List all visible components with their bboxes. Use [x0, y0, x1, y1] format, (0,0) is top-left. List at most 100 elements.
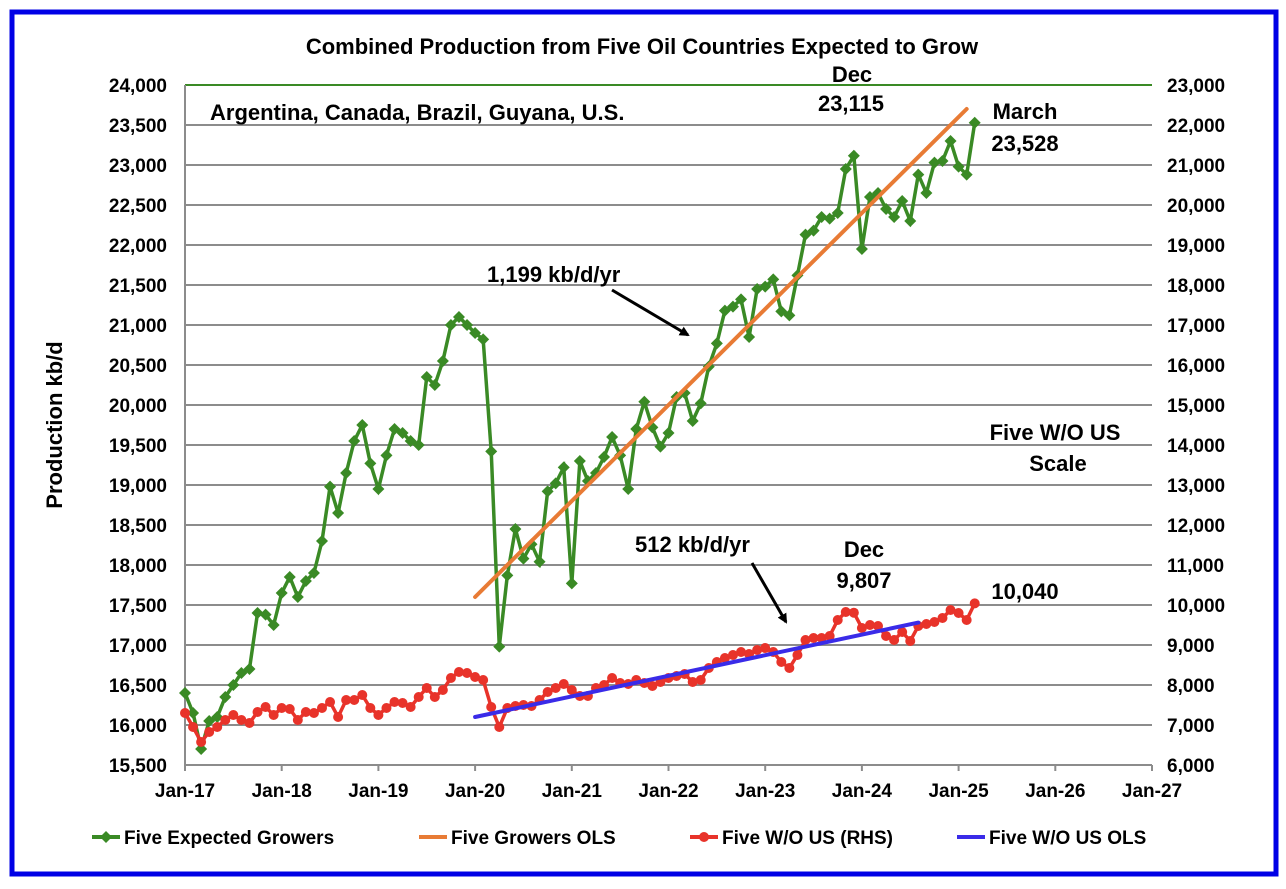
data-point-five-expected-growers: [436, 355, 449, 367]
chart-border: [9, 9, 1279, 877]
data-point-five-w-o-us-rhs: [816, 633, 827, 643]
data-point-five-w-o-us-rhs: [405, 702, 416, 712]
data-point-five-w-o-us-rhs: [180, 708, 190, 718]
data-point-five-w-o-us-rhs: [864, 620, 875, 630]
legend: Five Expected Growers Five Growers OLS Fiv…: [92, 828, 1146, 849]
y2-tick-label: 20,000: [1167, 196, 1225, 217]
x-tick-label: Jan-27: [1122, 781, 1182, 802]
data-point-five-w-o-us-rhs: [784, 663, 795, 673]
data-point-five-expected-growers: [726, 300, 739, 313]
y2-tick-label: 8,000: [1167, 676, 1215, 697]
data-point-five-expected-growers: [557, 461, 570, 474]
data-point-five-expected-growers: [654, 440, 667, 453]
data-point-five-expected-growers: [364, 457, 377, 470]
data-point-five-w-o-us-rhs: [397, 698, 408, 708]
data-point-five-expected-growers: [444, 319, 457, 331]
data-point-five-w-o-us-rhs: [558, 679, 569, 689]
data-point-five-w-o-us-rhs: [921, 619, 932, 629]
data-point-five-w-o-us-rhs: [325, 697, 336, 707]
data-point-five-expected-growers: [187, 707, 200, 719]
data-point-five-expected-growers: [461, 319, 474, 331]
data-point-five-expected-growers: [831, 207, 844, 219]
y2-tick-label: 7,000: [1167, 716, 1215, 737]
data-point-five-expected-growers: [340, 467, 353, 479]
y-tick-label: 20,500: [109, 356, 167, 377]
data-point-five-w-o-us-rhs: [719, 653, 730, 663]
data-point-five-w-o-us-rhs: [462, 668, 473, 678]
data-point-five-w-o-us-rhs: [856, 623, 867, 633]
x-tick-label: Jan-23: [735, 781, 795, 802]
data-point-five-expected-growers: [501, 569, 514, 582]
data-point-five-expected-growers: [259, 608, 272, 621]
series-group: [179, 107, 981, 755]
legend-label: Five Growers OLS: [451, 828, 616, 849]
data-point-five-w-o-us-rhs: [945, 605, 956, 615]
data-point-five-w-o-us-rhs: [929, 617, 940, 627]
data-point-five-w-o-us-rhs: [800, 635, 811, 645]
arrow-wo-us: [750, 562, 788, 624]
data-point-five-w-o-us-rhs: [953, 608, 964, 618]
data-point-five-expected-growers: [888, 211, 901, 223]
data-point-five-expected-growers: [452, 311, 465, 323]
annotation-march-value: 23,528: [991, 131, 1058, 156]
data-point-five-w-o-us-rhs: [792, 650, 803, 660]
data-point-five-w-o-us-rhs: [881, 631, 892, 641]
x-tick-label: Jan-24: [832, 781, 893, 802]
x-tick-label: Jan-26: [1025, 781, 1085, 802]
y2-tick-label: 17,000: [1167, 316, 1225, 337]
data-point-five-w-o-us-rhs: [848, 607, 859, 618]
data-point-five-w-o-us-rhs: [212, 722, 223, 732]
data-point-five-expected-growers: [299, 575, 312, 587]
y-tick-label: 20,000: [109, 396, 167, 417]
x-tick-label: Jan-21: [542, 781, 603, 802]
y2-tick-label: 22,000: [1167, 116, 1225, 137]
data-point-five-w-o-us-rhs: [542, 687, 553, 697]
data-point-five-expected-growers: [291, 591, 304, 603]
data-point-five-w-o-us-rhs: [494, 722, 505, 732]
data-point-five-w-o-us-rhs: [445, 673, 456, 683]
data-point-five-expected-growers: [372, 483, 385, 495]
series-five-growers-ols-line: [473, 107, 969, 599]
data-point-five-expected-growers: [469, 327, 482, 339]
data-point-five-expected-growers: [904, 215, 917, 227]
data-point-five-w-o-us-rhs: [566, 685, 577, 695]
data-point-five-w-o-us-rhs: [760, 643, 771, 653]
rhs-note-line2: Scale: [1029, 451, 1087, 476]
data-point-five-expected-growers: [896, 195, 909, 207]
data-point-five-w-o-us-rhs: [389, 697, 400, 707]
y2-tick-label: 9,000: [1167, 636, 1215, 657]
data-point-five-w-o-us-rhs: [550, 683, 561, 693]
data-point-five-w-o-us-rhs: [365, 703, 376, 713]
y2-tick-label: 16,000: [1167, 356, 1225, 377]
data-point-five-expected-growers: [573, 455, 586, 467]
legend-marker-diamond: [100, 831, 112, 843]
y2-tick-label: 15,000: [1167, 396, 1225, 417]
x-tick-label: Jan-19: [348, 781, 408, 802]
data-point-five-expected-growers: [179, 687, 191, 699]
data-point-five-expected-growers: [622, 483, 635, 495]
data-point-five-w-o-us-rhs: [832, 615, 843, 625]
data-point-five-expected-growers: [517, 552, 530, 565]
data-point-five-expected-growers: [759, 280, 772, 293]
y-tick-label: 23,000: [109, 156, 167, 177]
data-point-five-w-o-us-rhs: [969, 598, 980, 609]
data-point-five-expected-growers: [203, 715, 216, 727]
data-point-five-expected-growers: [912, 168, 925, 181]
data-point-five-w-o-us-rhs: [736, 647, 747, 657]
data-point-five-expected-growers: [396, 427, 409, 439]
data-point-five-w-o-us-rhs: [727, 650, 738, 660]
data-point-five-w-o-us-rhs: [252, 707, 263, 717]
y2-tick-label: 23,000: [1167, 76, 1225, 97]
data-point-five-expected-growers: [243, 663, 256, 675]
data-point-five-w-o-us-rhs: [341, 695, 352, 705]
x-axis-ticks: Jan-17 Jan-18 Jan-19 Jan-20 Jan-21 Jan-22 Jan-…: [155, 765, 1182, 802]
data-point-five-expected-growers: [509, 523, 522, 535]
y-tick-label: 24,000: [109, 76, 167, 97]
data-point-five-expected-growers: [283, 571, 296, 583]
y-tick-label: 16,000: [109, 716, 167, 737]
y2-tick-label: 12,000: [1167, 516, 1225, 537]
data-point-five-w-o-us-rhs: [373, 710, 384, 720]
data-point-five-expected-growers: [606, 431, 619, 443]
subtitle: Argentina, Canada, Brazil, Guyana, U.S.: [210, 100, 624, 125]
